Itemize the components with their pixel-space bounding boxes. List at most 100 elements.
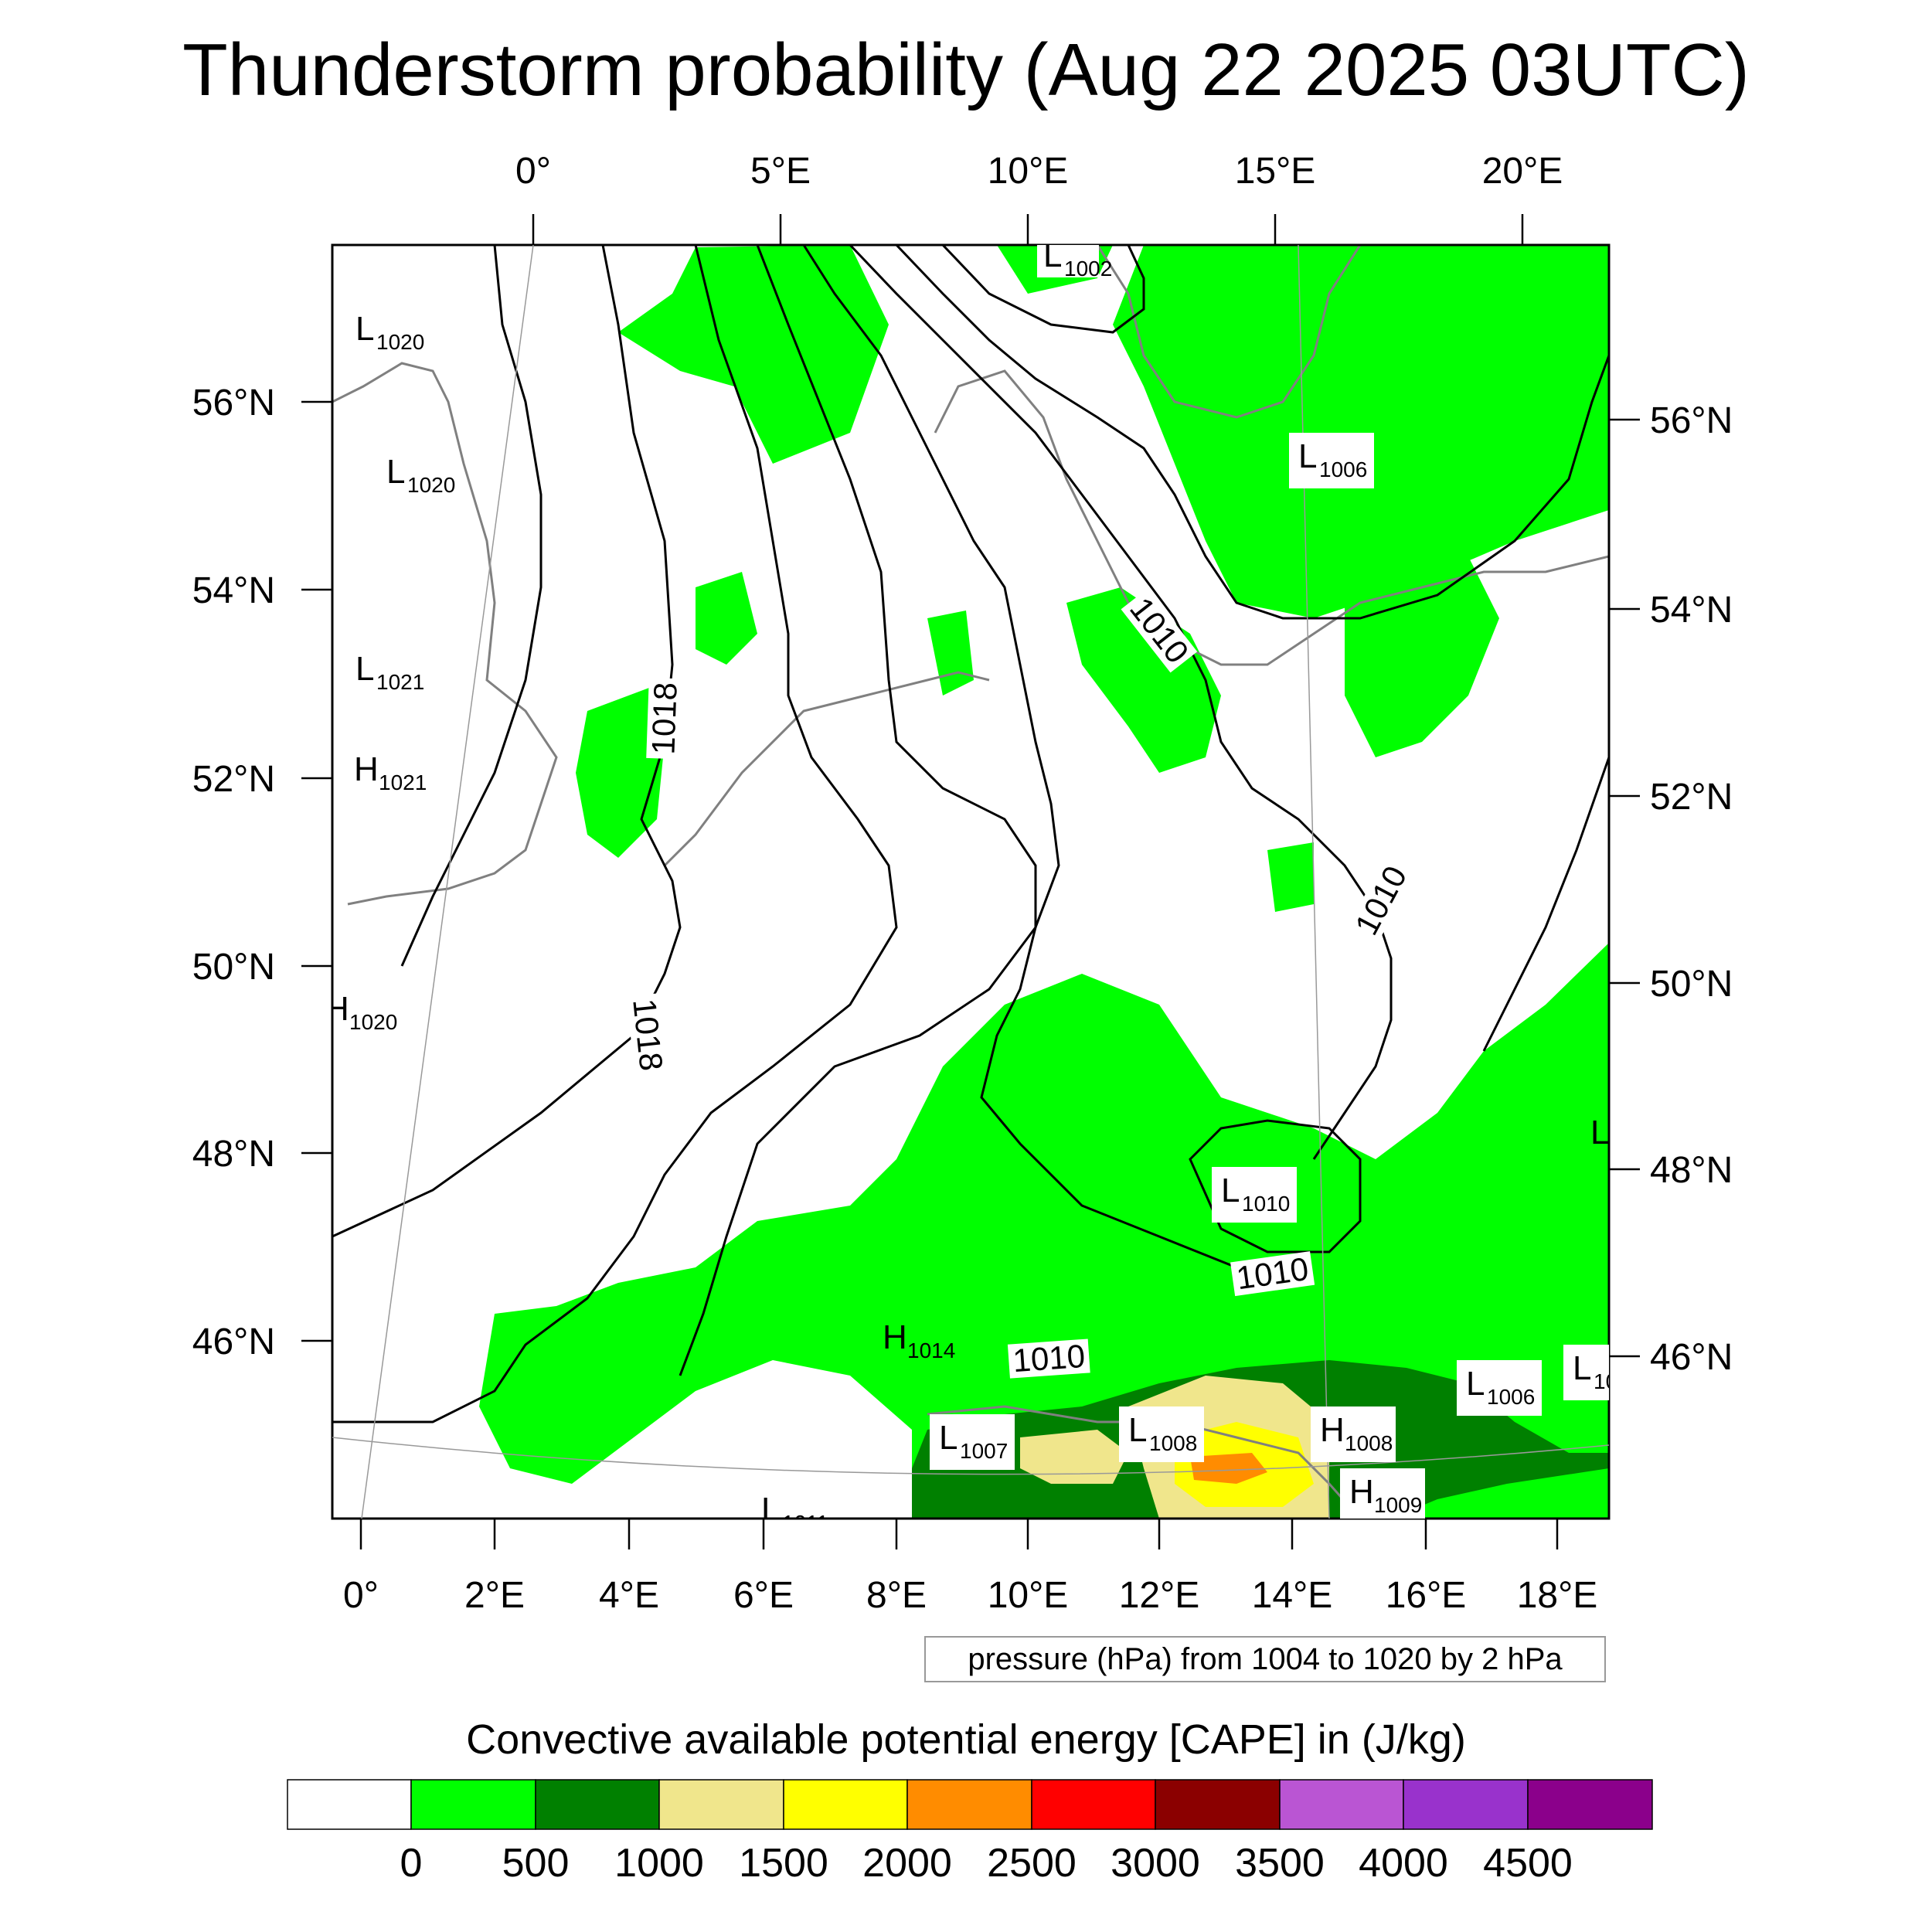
svg-text:L: L bbox=[761, 1491, 780, 1529]
colorbar-tick: 500 bbox=[502, 1841, 570, 1886]
pressure-center: H 1009 bbox=[1340, 1468, 1425, 1519]
cape-area-czech bbox=[1267, 842, 1314, 912]
bottom-lon-label: 4°E bbox=[599, 1575, 659, 1616]
coastline-france-benelux bbox=[663, 671, 990, 867]
svg-text:1010: 1010 bbox=[1242, 1192, 1290, 1216]
isobar-label: 1010 bbox=[1012, 1338, 1086, 1379]
svg-text:10: 10 bbox=[1594, 1369, 1617, 1393]
svg-text:1011: 1011 bbox=[782, 1511, 828, 1535]
left-lat-label: 46°N bbox=[192, 1321, 275, 1362]
svg-text:L: L bbox=[1221, 1172, 1240, 1209]
colorbar-tick: 0 bbox=[400, 1841, 423, 1886]
colorbar-ticks: 0 500 1000 1500 2000 2500 3000 3500 4000… bbox=[400, 1841, 1573, 1886]
isobar-label: 1018 bbox=[626, 997, 670, 1073]
isobar bbox=[400, 245, 543, 967]
colorbar-box bbox=[1155, 1779, 1281, 1830]
svg-text:1008: 1008 bbox=[1345, 1431, 1393, 1455]
colorbar-box bbox=[906, 1779, 1032, 1830]
coastline-adriatic bbox=[927, 1405, 1362, 1519]
isobar bbox=[941, 245, 1145, 334]
colorbar-title: Convective available potential energy [C… bbox=[466, 1716, 1466, 1763]
svg-text:L: L bbox=[1573, 1349, 1591, 1387]
colorbar-box bbox=[535, 1779, 660, 1830]
svg-text:1020: 1020 bbox=[376, 330, 424, 354]
bottom-lon-label: 14°E bbox=[1252, 1575, 1333, 1616]
bottom-lon-label: 8°E bbox=[866, 1575, 927, 1616]
cape-area-north bbox=[618, 245, 889, 464]
svg-text:1009: 1009 bbox=[1374, 1493, 1422, 1517]
pressure-center: L 1010 bbox=[1212, 1167, 1297, 1223]
colorbar-box bbox=[1031, 1779, 1156, 1830]
svg-text:1007: 1007 bbox=[960, 1439, 1008, 1463]
svg-text:L: L bbox=[1128, 1411, 1147, 1449]
right-lat-label: 56°N bbox=[1650, 400, 1733, 441]
svg-text:1021: 1021 bbox=[379, 770, 427, 794]
svg-text:L: L bbox=[1466, 1365, 1485, 1403]
colorbar-tick: 2000 bbox=[862, 1841, 952, 1886]
svg-text:H: H bbox=[1320, 1411, 1345, 1449]
svg-text:L: L bbox=[1590, 1114, 1609, 1151]
isobar-label: 1010 bbox=[1348, 860, 1413, 941]
isobar bbox=[802, 245, 1315, 1284]
left-lat-label: 50°N bbox=[192, 947, 275, 988]
svg-text:L: L bbox=[1298, 437, 1317, 475]
pressure-center: L 1021 bbox=[355, 650, 424, 694]
coastline-sweden bbox=[1096, 245, 1362, 419]
cape-area-baltic bbox=[1113, 245, 1609, 618]
pressure-center: L 1020 bbox=[355, 310, 424, 354]
isobar bbox=[849, 245, 1393, 1160]
colorbar-tick: 3000 bbox=[1111, 1841, 1200, 1886]
isobar bbox=[1482, 757, 1609, 1052]
coastline-uk bbox=[332, 362, 558, 906]
right-lat-label: 52°N bbox=[1650, 777, 1733, 818]
cape-area-max bbox=[1190, 1453, 1267, 1484]
svg-text:H: H bbox=[354, 750, 379, 788]
right-lat-label: 50°N bbox=[1650, 964, 1733, 1005]
pressure-center: L 1006 bbox=[1457, 1360, 1542, 1416]
svg-text:1020: 1020 bbox=[349, 1010, 397, 1034]
colorbar-box bbox=[1527, 1779, 1653, 1830]
bottom-lon-label: 0° bbox=[343, 1575, 379, 1616]
pressure-center: H 1014 bbox=[883, 1318, 955, 1362]
colorbar-tick: 1500 bbox=[739, 1841, 828, 1886]
top-lon-label: 15°E bbox=[1235, 151, 1316, 192]
pressure-center: L 1008 bbox=[1119, 1406, 1204, 1462]
cape-field bbox=[479, 245, 1609, 1519]
bottom-lon-labels: 0° 2°E 4°E 6°E 8°E 10°E 12°E 14°E 16°E 1… bbox=[343, 1575, 1597, 1616]
axis-ticks bbox=[301, 214, 1640, 1549]
left-lat-label: 52°N bbox=[192, 759, 275, 800]
colorbar-box bbox=[783, 1779, 908, 1830]
colorbar bbox=[287, 1779, 1653, 1830]
pressure-center: L 1006 bbox=[1289, 433, 1374, 488]
svg-text:H: H bbox=[883, 1318, 907, 1356]
pressure-center: L 1002 bbox=[1037, 236, 1112, 281]
svg-text:1002: 1002 bbox=[1064, 257, 1112, 281]
bottom-lon-label: 6°E bbox=[733, 1575, 794, 1616]
isobar bbox=[332, 245, 682, 1238]
pressure-center: H 1020 bbox=[332, 990, 397, 1034]
left-lat-label: 56°N bbox=[192, 383, 275, 423]
pressure-center: L 1011 bbox=[761, 1491, 828, 1535]
colorbar-tick: 2500 bbox=[987, 1841, 1077, 1886]
top-lon-labels: 0° 5°E 10°E 15°E 20°E bbox=[515, 151, 1563, 192]
coastline-denmark bbox=[934, 369, 1160, 620]
left-lat-label: 48°N bbox=[192, 1134, 275, 1175]
cape-area-belgium-small bbox=[696, 572, 757, 665]
left-lat-labels: 56°N 54°N 52°N 50°N 48°N 46°N bbox=[192, 383, 275, 1362]
svg-text:1014: 1014 bbox=[907, 1338, 955, 1362]
plot-frame bbox=[331, 243, 1611, 1520]
cape-area-brandenburg bbox=[927, 611, 974, 696]
right-lat-labels: 56°N 54°N 52°N 50°N 48°N 46°N bbox=[1650, 400, 1733, 1378]
isobar-label: 1018 bbox=[645, 682, 683, 755]
svg-text:1006: 1006 bbox=[1319, 457, 1367, 481]
colorbar-tick: 3500 bbox=[1235, 1841, 1325, 1886]
colorbar-box bbox=[658, 1779, 784, 1830]
svg-text:1006: 1006 bbox=[1487, 1385, 1535, 1409]
svg-text:L: L bbox=[939, 1419, 957, 1457]
colorbar-tick: 4000 bbox=[1359, 1841, 1448, 1886]
left-lat-label: 54°N bbox=[192, 570, 275, 611]
pressure-centers: L 1020 L 1020 L 1021 H 1021 H 1020 L 100… bbox=[332, 236, 1617, 1535]
svg-text:L: L bbox=[1043, 236, 1062, 274]
bottom-lon-label: 18°E bbox=[1517, 1575, 1598, 1616]
